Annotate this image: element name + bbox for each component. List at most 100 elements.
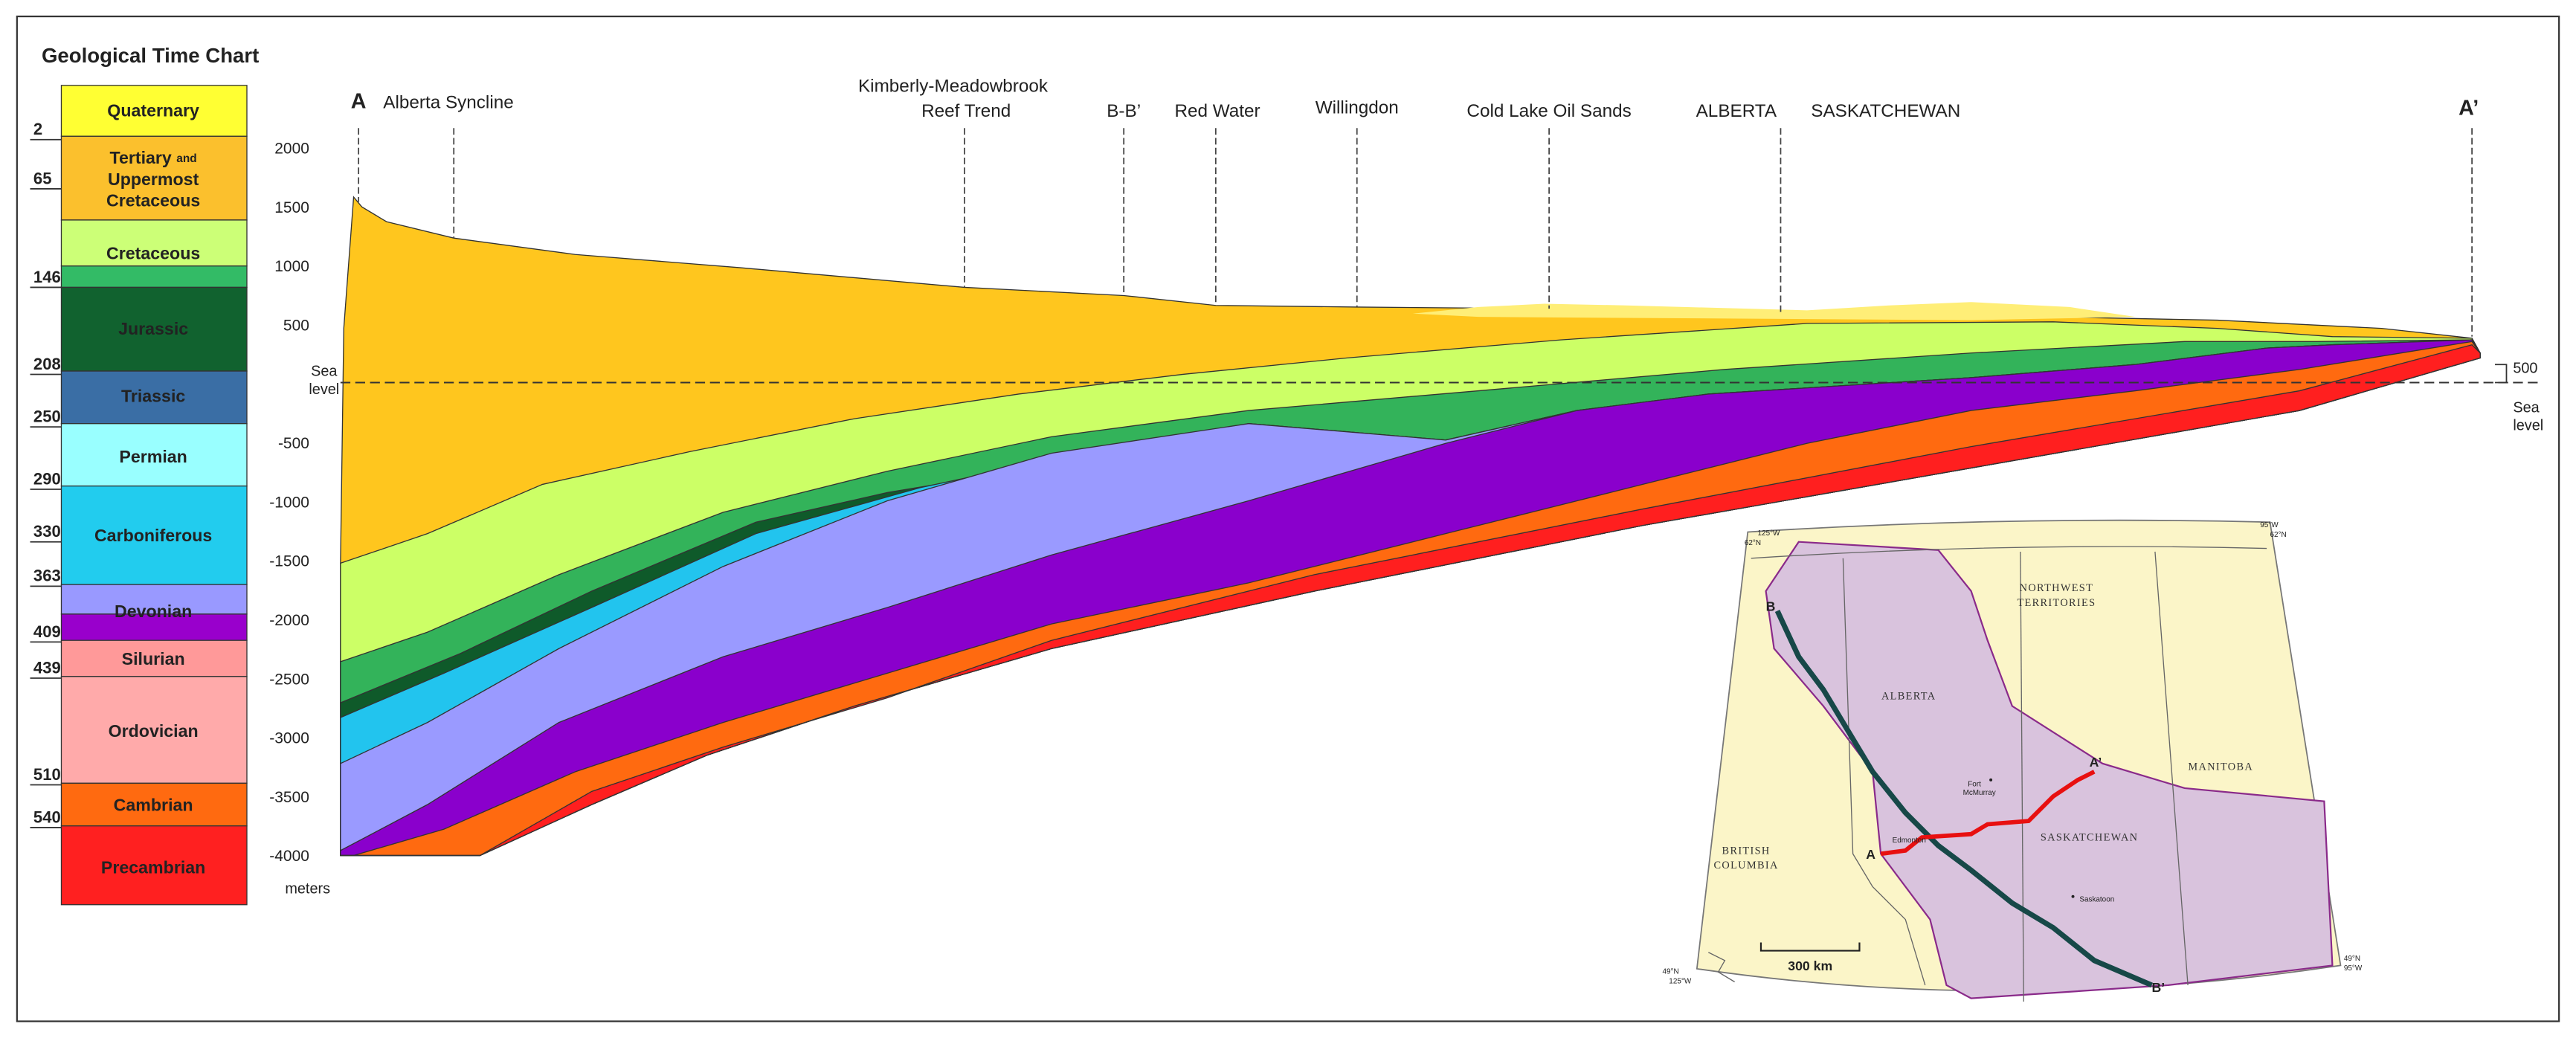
line-end-label: B’ [2152, 980, 2166, 995]
age-label: 439 [33, 658, 61, 677]
section-end: A’ [2459, 97, 2479, 120]
y-tick-label: -2500 [269, 671, 309, 688]
y-tick-label: -500 [278, 435, 309, 452]
sea-level-label: level [2513, 418, 2543, 434]
period-box [60, 135, 248, 221]
border [2020, 551, 2024, 1002]
y-tick-label: -1000 [269, 494, 309, 511]
region-label: ALBERTA [1881, 691, 1936, 703]
section-end: A [351, 90, 367, 114]
sea-level-label: Sea [2513, 399, 2540, 416]
inset-map: NORTHWEST TERRITORIES ALBERTA SASKATCHEW… [1662, 519, 2363, 1002]
y-axis: 2000 1500 1000 500 -500 -1000 -1500 -2000 -2500 -… [269, 140, 309, 865]
age-ticks: 2 65 146 208 250 290 330 363 409 439 510 540 [30, 120, 62, 828]
period-box [60, 265, 248, 289]
period-box [60, 85, 248, 137]
age-label: 540 [33, 808, 61, 826]
period-labels: Quaternary Tertiary and Uppermost Cretac… [94, 100, 212, 877]
period-label: Jurassic [118, 319, 188, 338]
region-label: SASKATCHEWAN [2041, 832, 2138, 844]
sea-level-label: level [309, 381, 339, 398]
quaternary-cover [1412, 302, 2136, 320]
period-label: Tertiary [110, 148, 172, 167]
scale-bar [1759, 942, 1861, 952]
y-tick-label: -3500 [269, 789, 309, 806]
coordinate-label: 62°N [2270, 531, 2287, 539]
section-line-b [1774, 609, 2153, 988]
location-lines [358, 128, 2473, 337]
coordinate-label: 95°W [2344, 964, 2363, 973]
city-label: Saskatoon [2079, 895, 2114, 903]
period-label: Tertiary and [110, 148, 197, 167]
age-label: 409 [33, 622, 61, 641]
age-label: 510 [33, 765, 61, 784]
y-tick-label: -1500 [269, 553, 309, 570]
y-tick-label: 1500 [274, 199, 309, 216]
region-label: MANITOBA [2188, 761, 2253, 773]
right-scale-bracket [2495, 364, 2508, 384]
coordinate-label: 95°W [2260, 521, 2279, 529]
y-tick-label: 1000 [274, 258, 309, 275]
period-label: and [176, 152, 196, 165]
region-label: BRITISH [1722, 845, 1771, 857]
line-end-label: B [1766, 599, 1776, 613]
location-label: Cold Lake Oil Sands [1466, 101, 1631, 121]
rock-unit [340, 344, 2481, 857]
location-labels: A Alberta Syncline Kimberly-Meadowbrook … [351, 77, 2479, 121]
location-label: Alberta Syncline [383, 93, 513, 113]
region-label: TERRITORIES [2017, 597, 2096, 609]
city-label: Edmonton [1893, 837, 1926, 845]
region-label: COLUMBIA [1714, 860, 1779, 871]
scale-label: 300 km [1788, 958, 1832, 973]
location-label: Willingdon [1316, 97, 1399, 117]
border [1751, 546, 2267, 559]
y-tick-label: 2000 [274, 140, 309, 157]
period-label: Ordovician [109, 721, 199, 741]
time-chart-title: Geological Time Chart [42, 44, 259, 67]
border [2154, 551, 2189, 985]
period-label: Carboniferous [94, 526, 212, 545]
age-label: 146 [33, 268, 61, 286]
coordinate-label: 49°N [1662, 967, 1678, 976]
sea-level-label: Sea [311, 364, 338, 380]
period-label: Uppermost [108, 170, 199, 189]
period-label: Silurian [122, 649, 185, 668]
coordinate-label: 125°W [1669, 978, 1692, 986]
age-label: 2 [33, 120, 42, 138]
location-label: ALBERTA [1696, 101, 1777, 121]
age-label: 330 [33, 522, 61, 541]
city-dot [2071, 895, 2075, 898]
age-label: 250 [33, 407, 61, 426]
section-line-a [1880, 770, 2096, 857]
age-label: 208 [33, 355, 61, 373]
line-end-label: A [1866, 847, 1875, 862]
age-label: 290 [33, 469, 61, 488]
period-box [60, 613, 248, 641]
age-label: 65 [33, 169, 52, 187]
y-tick-label: -3000 [269, 730, 309, 747]
coordinate-label: 62°N [1745, 539, 1761, 547]
coastline [1708, 952, 1735, 983]
location-label: SASKATCHEWAN [1811, 101, 1960, 121]
location-label: Kimberly-Meadowbrook [858, 77, 1049, 97]
city-dot [1989, 778, 1993, 781]
period-box [60, 676, 248, 784]
city-label: Fort [1968, 781, 1981, 789]
y-tick-label: -4000 [269, 848, 309, 865]
period-label: Cretaceous [106, 243, 200, 262]
period-box [60, 286, 248, 372]
period-label: Devonian [115, 602, 192, 621]
location-label: Reef Trend [921, 101, 1011, 121]
period-box [60, 782, 248, 827]
period-box [60, 825, 248, 906]
period-box [60, 423, 248, 487]
border [1842, 558, 1926, 986]
location-label: Red Water [1174, 101, 1260, 121]
period-label: Quaternary [107, 100, 199, 120]
y-tick-label: 500 [283, 317, 309, 334]
period-label: Triassic [121, 387, 185, 406]
line-end-label: A’ [2090, 755, 2102, 770]
period-label: Cambrian [114, 795, 193, 814]
right-scale-label: 500 [2513, 360, 2537, 376]
